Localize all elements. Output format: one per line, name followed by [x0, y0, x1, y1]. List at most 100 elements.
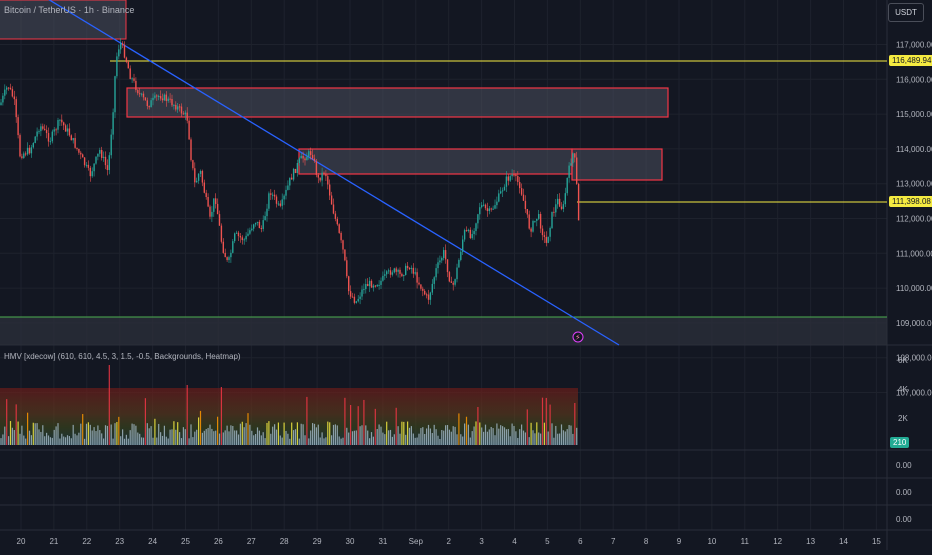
candle-body — [488, 208, 490, 212]
candle-body — [70, 135, 72, 141]
candle-body — [38, 131, 40, 133]
volume-bar — [559, 433, 561, 445]
candle-body — [484, 204, 487, 209]
volume-bar — [139, 433, 141, 445]
candle-body — [133, 78, 135, 81]
candle-body — [177, 106, 179, 110]
volume-bar — [270, 433, 272, 445]
volume-bar — [312, 423, 314, 445]
volume-bar — [574, 403, 576, 445]
candle-body — [13, 96, 15, 100]
price-tick-label: 113,000.00 — [896, 180, 932, 189]
candle-body — [395, 268, 397, 272]
volume-bar — [180, 438, 183, 445]
volume-bar — [532, 430, 534, 445]
candle-body — [547, 236, 549, 243]
candle-body — [0, 102, 2, 105]
candle-body — [218, 214, 221, 226]
candle-body — [89, 167, 91, 177]
candle-body — [397, 269, 399, 272]
currency-button[interactable]: USDT — [888, 3, 924, 22]
candle-body — [310, 151, 312, 155]
candle-body — [249, 230, 251, 234]
candle-body — [522, 194, 525, 201]
volume-bar — [350, 405, 352, 445]
candle-body — [102, 156, 105, 158]
volume-bar — [59, 438, 61, 445]
volume-bar — [61, 433, 63, 445]
volume-bar — [376, 429, 378, 445]
candle-body — [376, 284, 378, 287]
indicator-label[interactable]: HMV [xdecow] (610, 610, 4.5, 3, 1.5, -0.… — [4, 352, 241, 361]
volume-bar — [454, 426, 456, 445]
candle-body — [55, 129, 57, 131]
volume-bar — [218, 433, 221, 445]
volume-bar — [530, 422, 532, 445]
volume-bar — [399, 433, 401, 445]
candle-body — [51, 131, 53, 142]
volume-bar — [120, 436, 122, 445]
candle-body — [405, 265, 407, 275]
price-tick-label: 110,000.00 — [896, 284, 932, 293]
lightning-icon — [572, 331, 584, 343]
candle-body — [93, 163, 95, 172]
volume-bar — [483, 431, 485, 445]
candle-body — [507, 176, 509, 181]
candle-body — [327, 176, 329, 185]
volume-bar — [334, 424, 336, 445]
time-tick-label: 5 — [545, 537, 550, 546]
candle-body — [140, 93, 143, 95]
candle-body — [530, 228, 532, 232]
time-tick-label: 24 — [148, 537, 157, 546]
volume-bar — [289, 438, 291, 445]
candle-body — [230, 252, 232, 258]
volume-bar — [161, 435, 164, 445]
volume-bar — [389, 429, 392, 445]
price-level-badge: 116,489.94 — [889, 55, 932, 66]
volume-bar — [329, 422, 331, 445]
candle-body — [83, 157, 86, 166]
candle-body — [570, 163, 572, 166]
volume-bar — [182, 427, 184, 445]
volume-bar — [568, 424, 570, 445]
candle-body — [539, 214, 542, 229]
candle-body — [108, 155, 110, 171]
candle-body — [323, 172, 325, 174]
candle-body — [340, 232, 342, 241]
volume-bar — [507, 428, 509, 445]
volume-bar — [171, 429, 173, 445]
volume-bar — [391, 436, 393, 445]
volume-bar — [144, 398, 146, 445]
volume-bar — [268, 421, 270, 445]
candle-body — [72, 138, 74, 141]
volume-bar — [25, 438, 27, 445]
candle-body — [363, 289, 365, 291]
candle-body — [296, 163, 299, 173]
volume-bar — [224, 430, 226, 445]
symbol-title[interactable]: Bitcoin / TetherUS · 1h · Binance — [4, 5, 135, 15]
time-tick-label: 11 — [741, 537, 750, 546]
candle-body — [349, 291, 352, 297]
volume-bar — [380, 426, 382, 445]
candle-body — [15, 99, 17, 118]
volume-bar — [298, 438, 300, 445]
volume-bar — [369, 438, 371, 445]
volume-bar — [46, 432, 48, 445]
candle-body — [258, 221, 261, 229]
volume-bar — [80, 423, 82, 445]
candle-body — [146, 100, 148, 107]
candle-body — [416, 272, 418, 283]
price-tick-label: 111,000.00 — [896, 249, 932, 258]
volume-bar — [336, 425, 338, 445]
candle-body — [241, 237, 243, 241]
volume-bar — [70, 438, 72, 445]
candle-body — [460, 251, 462, 260]
candle-body — [528, 214, 530, 229]
candle-body — [97, 153, 99, 157]
volume-bar — [38, 429, 40, 445]
candle-body — [209, 206, 211, 217]
volume-bar — [460, 434, 462, 445]
volume-bar — [346, 427, 348, 445]
